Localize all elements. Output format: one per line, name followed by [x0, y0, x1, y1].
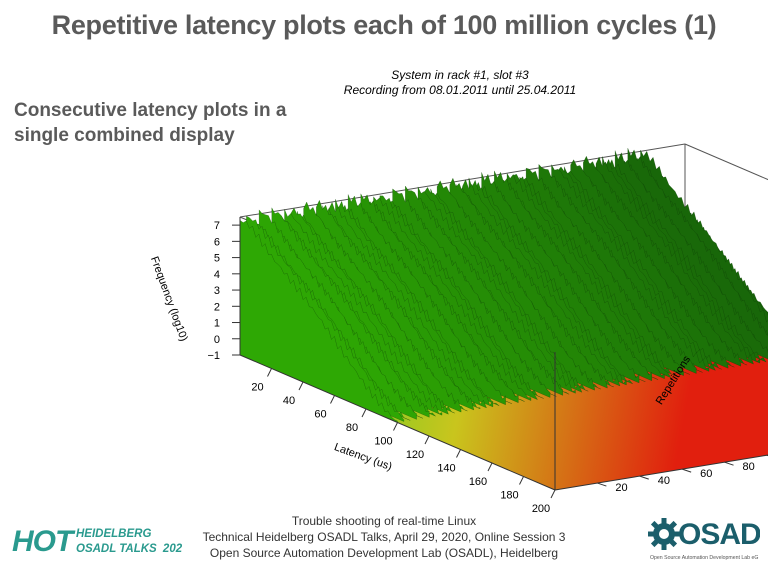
x-tick-140 — [456, 449, 461, 458]
x-tick-160 — [487, 462, 493, 472]
chart-title-line-1: System in rack #1, slot #3 — [391, 68, 529, 82]
y-tick-20 — [597, 482, 607, 487]
chart-title-line-2: Recording from 08.01.2011 until 25.04.20… — [343, 83, 577, 97]
ridge-slice-rep-174 — [608, 159, 767, 363]
footer-line-1: Trouble shooting of real-time Linux — [291, 514, 477, 528]
x-tick-label: 40 — [283, 395, 295, 407]
x-tick-180 — [519, 476, 524, 485]
x-tick-label: 120 — [406, 449, 424, 461]
x-tick-80 — [361, 408, 367, 418]
footer-line-3: Open Source Automation Development Lab (… — [209, 546, 559, 560]
x-tick-20 — [267, 368, 272, 377]
hot-logo-year: 2020 — [162, 543, 182, 555]
z-axis-label: Frequency (log10) — [148, 255, 190, 343]
z-tick-label: 3 — [214, 285, 220, 297]
x-tick-40 — [298, 381, 304, 391]
z-tick-label: 7 — [214, 220, 220, 232]
z-tick-label: 5 — [214, 253, 220, 265]
surface-ridges — [239, 148, 768, 423]
x-tick-60 — [330, 395, 335, 404]
x-tick-label: 200 — [532, 503, 550, 515]
chart-title: System in rack #1, slot #3 Recording fro… — [290, 68, 630, 98]
hot-logo-talks: OSADL TALKS — [76, 543, 157, 555]
footer-line-2: Technical Heidelberg OSADL Talks, April … — [202, 530, 566, 544]
x-tick-label: 100 — [374, 436, 392, 448]
y-tick-label: 40 — [658, 475, 670, 487]
z-tick-label: 1 — [214, 318, 220, 330]
y-tick-label: 80 — [743, 461, 755, 473]
y-tick-80 — [724, 461, 734, 466]
y-tick-40 — [639, 475, 649, 480]
x-tick-label: 160 — [469, 476, 487, 488]
y-tick-label: 60 — [700, 468, 712, 480]
z-tick-label: 2 — [214, 301, 220, 313]
hot-logo-line-1: HEIDELBERG — [76, 528, 151, 540]
frame-edge-0 — [239, 143, 686, 218]
z-tick-label: −1 — [207, 350, 220, 362]
z-tick-label: 4 — [214, 269, 220, 281]
footer: Trouble shooting of real-time Linux Tech… — [190, 513, 578, 561]
front-edge-1 — [554, 454, 768, 491]
osadl-logo-name: OSADL — [678, 518, 760, 551]
subtitle-line-2: single combined display — [14, 125, 235, 146]
hot-logo-mark: HOT — [12, 525, 76, 558]
z-axis: −1 0 1 2 3 4 5 6 7 — [207, 220, 240, 362]
hot-logo-line-2: OSADL TALKS 2020 — [76, 543, 182, 555]
osadl-logo: OSADL Open Source Automation Development… — [648, 518, 760, 561]
y-tick-label: 20 — [615, 482, 627, 494]
x-tick-100 — [393, 422, 398, 431]
x-axis: 20 40 60 80 100 120 140 160 180 200 — [251, 368, 556, 515]
x-tick-label: 60 — [314, 409, 326, 421]
x-tick-label: 180 — [500, 490, 518, 502]
ridge-slice-rep-132 — [519, 176, 678, 377]
x-tick-200 — [550, 489, 556, 499]
x-tick-120 — [424, 435, 430, 445]
ridge-slice-rep-27 — [297, 211, 455, 414]
z-tick-label: 6 — [214, 236, 220, 248]
ridge-slice-rep-90 — [430, 188, 589, 392]
slide-title: Repetitive latency plots each of 100 mil… — [51, 10, 717, 40]
ridge-slice-rep-0 — [239, 219, 398, 423]
hot-heidelberg-logo: HOT HEIDELBERG OSADL TALKS 2020 — [12, 525, 182, 558]
subtitle-line-1: Consecutive latency plots in a — [14, 100, 287, 121]
x-tick-label: 140 — [437, 463, 455, 475]
frame-edge-1 — [684, 143, 768, 181]
gear-icon — [648, 518, 680, 550]
x-tick-label: 20 — [251, 382, 263, 394]
osadl-logo-tagline: Open Source Automation Development Lab e… — [650, 555, 758, 561]
y-tick-60 — [681, 468, 692, 473]
z-tick-label: 0 — [214, 334, 220, 346]
slide-subtitle: Consecutive latency plots in a single co… — [14, 98, 314, 148]
x-tick-label: 80 — [346, 422, 358, 434]
